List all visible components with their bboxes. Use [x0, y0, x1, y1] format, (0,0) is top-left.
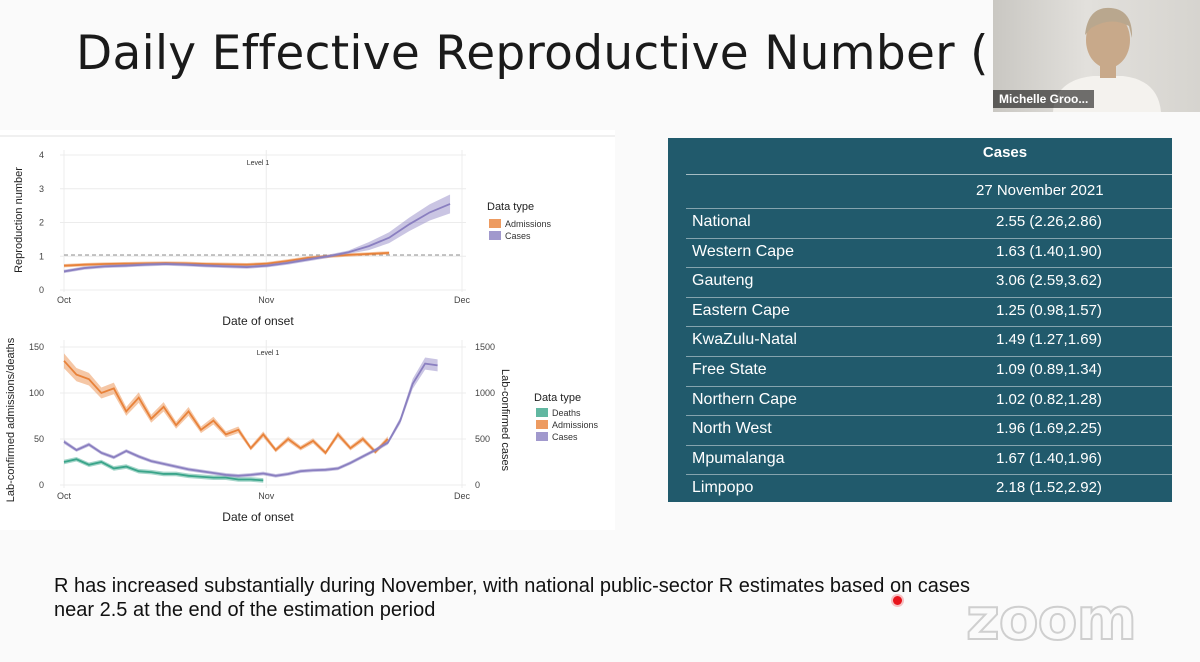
table-body: National 2.55 (2.26,2.86) Western Cape 1.63…	[686, 208, 1172, 504]
bottom-y2label: Lab-confirmed cases	[499, 369, 511, 472]
y-tick-label: 1	[39, 251, 44, 261]
table-row: KwaZulu-Natal 1.49 (1.27,1.69)	[686, 326, 1172, 356]
table-row: Gauteng 3.06 (2.59,3.62)	[686, 267, 1172, 297]
region-name: Western Cape	[692, 242, 794, 260]
table-row: Mpumalanga 1.67 (1.40,1.96)	[686, 444, 1172, 475]
legend-swatch	[489, 231, 501, 240]
series-line	[63, 362, 438, 477]
x-tick-label: Dec	[454, 295, 471, 305]
r-estimate: 2.18 (1.52,2.92)	[996, 479, 1102, 497]
x-tick-label: Nov	[258, 295, 275, 305]
y-tick-label: 100	[29, 388, 44, 398]
bottom-chart: Level 1 0 50 100 150 0 500 1000 1500 Oct Nov Dec…	[5, 337, 599, 524]
legend-label: Admissions	[505, 219, 552, 229]
bottom-ylabel: Lab-confirmed admissions/deaths	[5, 337, 17, 502]
charts-figure: Level 1 0 1 2 3 4 Oct Nov Dec Date of onset Re…	[0, 130, 615, 530]
r-estimate: 1.67 (1.40,1.96)	[996, 449, 1102, 467]
y-tick-label: 0	[39, 285, 44, 295]
legend-swatch	[536, 420, 548, 429]
zoom-watermark: zoom	[965, 584, 1138, 654]
y2-tick-label: 500	[475, 434, 490, 444]
y2-tick-label: 1500	[475, 342, 495, 352]
region-name: Free State	[692, 360, 767, 378]
region-name: National	[692, 213, 751, 230]
caption-line-2: near 2.5 at the end of the estimation pe…	[54, 599, 436, 621]
region-name: North West	[692, 420, 772, 438]
series-line	[63, 203, 451, 273]
r-estimate: 1.09 (0.89,1.34)	[996, 360, 1102, 378]
series-band	[64, 456, 264, 483]
slide-title: Daily Effective Reproductive Number (R)	[76, 26, 1041, 81]
y2-tick-label: 0	[475, 480, 480, 490]
legend-label: Cases	[505, 231, 531, 241]
top-xlabel: Date of onset	[222, 314, 294, 328]
table-row: Limpopo 2.18 (1.52,2.92)	[686, 474, 1172, 504]
y-tick-label: 150	[29, 342, 44, 352]
participant-name: Michelle Groo...	[993, 90, 1095, 108]
series-line	[63, 360, 389, 455]
bottom-xlabel: Date of onset	[222, 510, 294, 524]
x-tick-label: Nov	[258, 491, 275, 501]
y-tick-label: 50	[34, 434, 44, 444]
legend-label: Deaths	[552, 408, 581, 418]
x-tick-label: Oct	[57, 491, 72, 501]
legend-label: Cases	[552, 432, 578, 442]
table-date: 27 November 2021	[976, 182, 1104, 199]
legend-swatch	[536, 432, 548, 441]
bottom-legend-title: Data type	[534, 392, 581, 404]
participant-video-tile[interactable]: Michelle Groo...	[993, 0, 1200, 112]
table-row: National 2.55 (2.26,2.86)	[686, 208, 1172, 238]
region-name: Limpopo	[692, 479, 754, 497]
y-tick-label: 4	[39, 150, 44, 160]
table-row: North West 1.96 (1.69,2.25)	[686, 415, 1172, 445]
y-tick-label: 0	[39, 480, 44, 490]
table-row: Free State 1.09 (0.89,1.34)	[686, 355, 1172, 386]
r-estimate: 1.25 (0.98,1.57)	[996, 301, 1102, 319]
bottom-annotation: Level 1	[257, 350, 280, 357]
top-legend-title: Data type	[487, 201, 534, 213]
pointer-cursor	[893, 596, 902, 605]
x-tick-label: Oct	[57, 295, 72, 305]
table-date-row: 27 November 2021	[686, 182, 1154, 206]
top-ylabel: Reproduction number	[13, 167, 25, 273]
region-name: Gauteng	[692, 272, 754, 290]
region-name: Eastern Cape	[692, 301, 790, 319]
r-estimates-table: Cases 27 November 2021 National 2.55 (2.2…	[668, 138, 1172, 502]
r-estimate: 3.06 (2.59,3.62)	[996, 272, 1102, 290]
legend-swatch	[536, 408, 548, 417]
r-estimate: 1.02 (0.82,1.28)	[996, 390, 1102, 408]
r-estimate: 2.55 (2.26,2.86)	[996, 213, 1102, 230]
region-name: Mpumalanga	[692, 449, 785, 467]
caption-line-1: R has increased substantially during Nov…	[54, 575, 971, 597]
series-line	[63, 458, 264, 482]
legend-swatch	[489, 219, 501, 228]
top-annotation: Level 1	[247, 160, 270, 167]
region-name: Northern Cape	[692, 390, 797, 408]
y-tick-label: 2	[39, 218, 44, 228]
r-estimate: 1.49 (1.27,1.69)	[996, 331, 1102, 349]
region-name: KwaZulu-Natal	[692, 331, 797, 349]
table-row: Eastern Cape 1.25 (0.98,1.57)	[686, 296, 1172, 327]
table-divider	[686, 174, 1172, 175]
table-row: Western Cape 1.63 (1.40,1.90)	[686, 237, 1172, 268]
slide-caption: R has increased substantially during Nov…	[54, 574, 1154, 622]
top-chart: Level 1 0 1 2 3 4 Oct Nov Dec Date of onset Re…	[13, 150, 552, 328]
table-row: Northern Cape 1.02 (0.82,1.28)	[686, 385, 1172, 416]
y2-tick-label: 1000	[475, 388, 495, 398]
legend-label: Admissions	[552, 420, 599, 430]
y-tick-label: 3	[39, 184, 44, 194]
table-header: Cases	[982, 144, 1028, 161]
series-band	[64, 194, 451, 274]
r-estimate: 1.96 (1.69,2.25)	[996, 420, 1102, 438]
x-tick-label: Dec	[454, 491, 471, 501]
r-estimate: 1.63 (1.40,1.90)	[996, 242, 1102, 260]
